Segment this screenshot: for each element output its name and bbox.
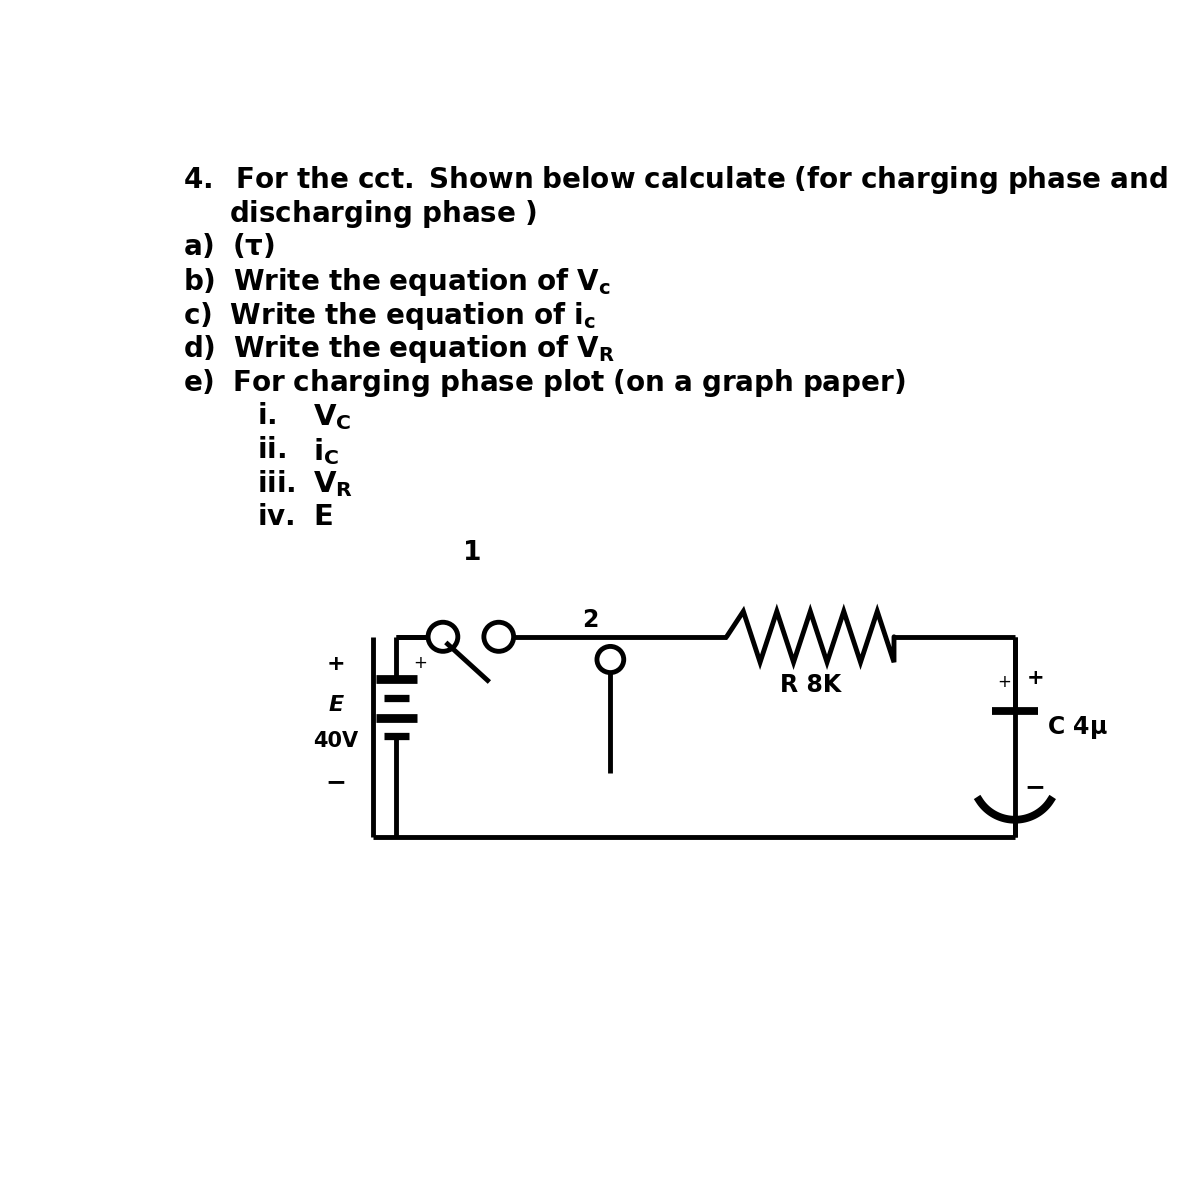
Text: $\mathbf{discharging\ phase\ )}$: $\mathbf{discharging\ phase\ )}$ <box>229 198 536 230</box>
Text: $\mathbf{a)}$  $\mathbf{(\tau)}$: $\mathbf{a)}$ $\mathbf{(\tau)}$ <box>182 232 275 262</box>
Text: $\mathbf{1}$: $\mathbf{1}$ <box>462 540 480 566</box>
Text: $\mathbf{iii.}$: $\mathbf{iii.}$ <box>257 470 295 498</box>
Text: R 8K: R 8K <box>780 673 841 697</box>
Text: $\mathbf{iv.}$: $\mathbf{iv.}$ <box>257 503 294 531</box>
Text: $\mathbf{E}$: $\mathbf{E}$ <box>313 503 332 531</box>
Text: $\mathbf{e)}$  $\mathbf{For\ charging\ phase\ plot\ (on\ a\ graph\ paper)}$: $\mathbf{e)}$ $\mathbf{For\ charging\ ph… <box>182 367 905 399</box>
Text: 40V: 40V <box>313 732 359 752</box>
Text: +: + <box>413 654 427 673</box>
Text: +: + <box>1026 668 1044 688</box>
Text: +: + <box>997 674 1010 691</box>
Text: −: − <box>1025 775 1046 799</box>
Text: $\mathbf{i.}$: $\mathbf{i.}$ <box>257 402 276 431</box>
Text: $\mathbf{i_C}$: $\mathbf{i_C}$ <box>313 435 338 467</box>
Text: +: + <box>326 654 346 674</box>
Text: $\mathbf{V_R}$: $\mathbf{V_R}$ <box>313 470 353 499</box>
Text: $\mathbf{d)}$  $\mathbf{Write\ the\ equation\ of\ V_R}$: $\mathbf{d)}$ $\mathbf{Write\ the\ equat… <box>182 333 614 366</box>
Text: E: E <box>329 695 343 715</box>
Text: $\mathbf{V_C}$: $\mathbf{V_C}$ <box>313 402 352 432</box>
Text: $\mathbf{c)}$  $\mathbf{Write\ the\ equation\ of\ i_c}$: $\mathbf{c)}$ $\mathbf{Write\ the\ equat… <box>182 300 595 332</box>
Text: $\mathbf{b)}$  $\mathbf{Write\ the\ equation\ of\ V_c}$: $\mathbf{b)}$ $\mathbf{Write\ the\ equat… <box>182 266 611 299</box>
Text: −: − <box>325 771 347 794</box>
Text: $\mathbf{4.}$  $\mathbf{For\ the\ cct.\ Shown\ below\ calculate\ (for\ charging\: $\mathbf{4.}$ $\mathbf{For\ the\ cct.\ S… <box>182 164 1168 196</box>
Text: $\mathbf{ii.}$: $\mathbf{ii.}$ <box>257 435 286 464</box>
Text: C 4$\mathbf{\mu}$: C 4$\mathbf{\mu}$ <box>1048 714 1108 741</box>
Text: 2: 2 <box>582 608 598 632</box>
